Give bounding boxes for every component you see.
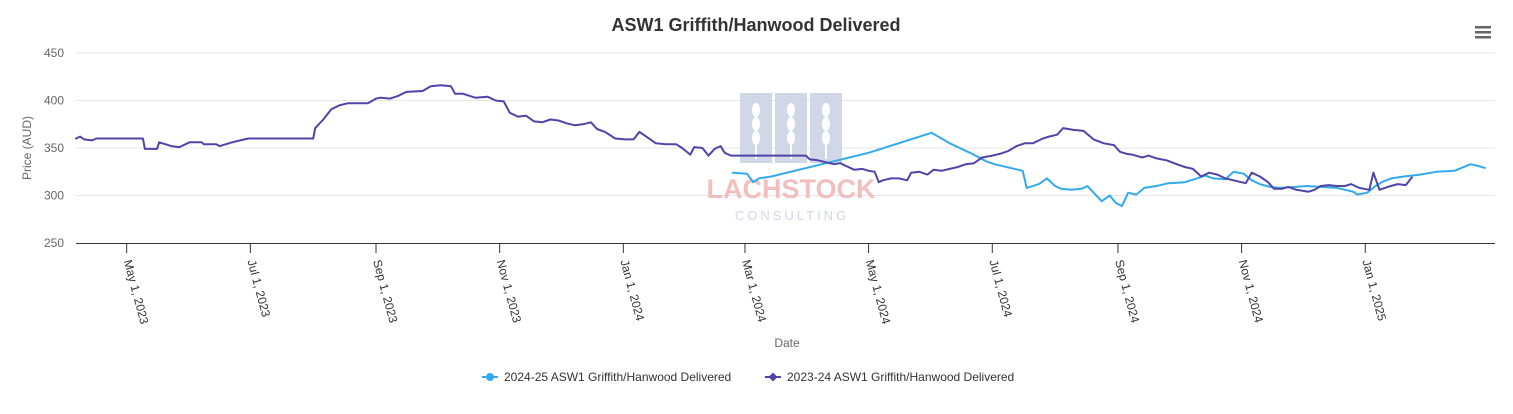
x-tick-label: Sep 1, 2023 (370, 258, 400, 324)
x-tick-label: Jan 1, 2025 (1359, 258, 1389, 323)
series-layer (75, 84, 1486, 207)
series-line-1 (731, 131, 1486, 207)
x-tick-label: Nov 1, 2023 (494, 258, 524, 324)
hamburger-menu-icon[interactable] (1468, 20, 1498, 44)
y-tick-label: 250 (44, 236, 64, 250)
x-tick-label: May 1, 2024 (863, 258, 894, 326)
chart-title: ASW1 Griffith/Hanwood Delivered (611, 15, 900, 35)
legend-item-2[interactable]: 2023-24 ASW1 Griffith/Hanwood Delivered (765, 370, 1014, 384)
y-tick-label: 450 (44, 46, 64, 60)
x-tick-label: Jan 1, 2024 (617, 258, 647, 323)
legend: 2024-25 ASW1 Griffith/Hanwood Delivered 2… (482, 370, 1014, 384)
x-tick-label: Sep 1, 2024 (1112, 258, 1142, 324)
x-tick-label: Nov 1, 2024 (1236, 258, 1266, 324)
series-line-2 (75, 84, 1413, 193)
y-tick-label: 300 (44, 189, 64, 203)
legend-circle-marker-icon (486, 373, 494, 381)
y-axis-title: Price (AUD) (20, 116, 34, 180)
legend-label: 2024-25 ASW1 Griffith/Hanwood Delivered (504, 370, 731, 384)
legend-item-1[interactable]: 2024-25 ASW1 Griffith/Hanwood Delivered (482, 370, 731, 384)
watermark-text: LACHSTOCK (706, 174, 876, 204)
legend-label: 2023-24 ASW1 Griffith/Hanwood Delivered (787, 370, 1014, 384)
watermark-subtext: CONSULTING (735, 208, 849, 223)
x-tick-label: Mar 1, 2024 (739, 258, 769, 324)
wheat-logo-icon (740, 93, 842, 163)
y-tick-label: 350 (44, 141, 64, 155)
x-axis-title: Date (774, 336, 800, 350)
x-tick-label: Jul 1, 2023 (244, 258, 273, 319)
watermark-logo: LACHSTOCK CONSULTING (706, 93, 876, 223)
x-tick-label: Jul 1, 2024 (986, 258, 1015, 319)
legend-diamond-marker-icon (768, 372, 778, 382)
y-tick-label: 400 (44, 94, 64, 108)
x-tick-label: May 1, 2023 (121, 258, 152, 326)
